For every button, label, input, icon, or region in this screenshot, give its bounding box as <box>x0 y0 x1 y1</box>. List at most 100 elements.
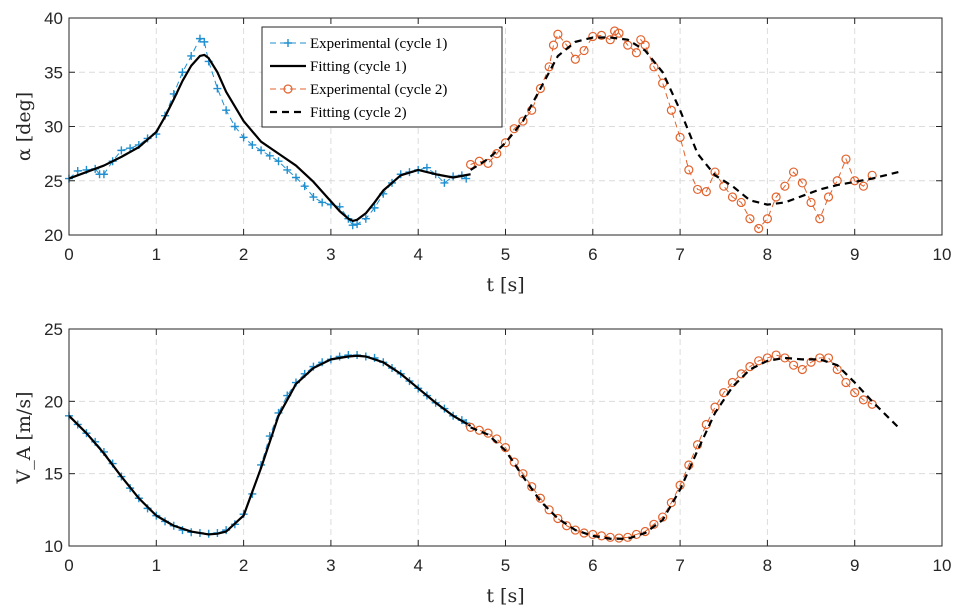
data-point <box>719 181 729 191</box>
legend-item: Experimental (cycle 2) <box>270 82 447 98</box>
data-point <box>195 34 204 43</box>
data-point <box>579 45 589 56</box>
data-point <box>465 159 476 170</box>
x-tick-label: 3 <box>326 245 335 264</box>
data-point <box>858 181 869 191</box>
data-point <box>701 187 711 197</box>
data-point <box>797 364 807 375</box>
data-point <box>535 83 546 94</box>
data-point <box>535 493 546 503</box>
data-point <box>806 357 816 367</box>
data-point <box>771 192 781 202</box>
x-tick-label: 1 <box>152 556 161 575</box>
series-line <box>469 36 899 206</box>
data-point <box>666 498 676 508</box>
panel-alpha: 0 1 2 3 4 5 6 7 8 9 10 20 25 30 35 40 t [s] α [deg] <box>13 9 951 296</box>
data-point <box>640 40 650 50</box>
data-point <box>631 48 642 58</box>
data-point <box>553 29 563 39</box>
data-point <box>509 457 519 467</box>
data-point <box>344 351 353 360</box>
data-point <box>596 30 607 40</box>
legend-label: Fitting (cycle 1) <box>310 59 407 75</box>
data-point <box>500 138 511 148</box>
data-point <box>370 203 379 212</box>
x-tick-label: 0 <box>64 245 73 264</box>
data-point <box>73 166 82 175</box>
data-point <box>200 37 209 46</box>
y-tick-label: 30 <box>44 118 63 137</box>
data-point <box>213 84 222 93</box>
legend-item: Fitting (cycle 1) <box>270 59 407 75</box>
x-tick-label: 5 <box>501 245 510 264</box>
data-point <box>440 178 449 187</box>
y-tick-label: 25 <box>44 172 63 191</box>
data-point <box>623 40 633 50</box>
x-tick-label: 0 <box>64 556 73 575</box>
legend-item: Experimental (cycle 1) <box>270 36 447 52</box>
x-tick-label: 7 <box>675 556 684 575</box>
series-fitting-cycle-2 <box>469 36 899 206</box>
data-point <box>570 54 580 64</box>
data-point <box>815 214 825 224</box>
x-tick-label: 10 <box>933 556 952 575</box>
data-point <box>797 178 807 188</box>
x-tick-label: 4 <box>413 245 422 264</box>
y-tick-label: 20 <box>44 392 63 411</box>
data-point <box>222 106 231 115</box>
x-tick-label: 2 <box>239 556 248 575</box>
data-point <box>858 395 869 405</box>
legend: Experimental (cycle 1) Fitting (cycle 1) E… <box>261 26 503 128</box>
data-point <box>588 529 598 540</box>
data-point <box>361 214 370 223</box>
series-fitting-cycle-2 <box>470 356 900 540</box>
x-tick-label: 8 <box>763 556 772 575</box>
legend-item: Fitting (cycle 2) <box>270 105 407 121</box>
data-point <box>745 214 755 224</box>
data-point <box>780 181 790 191</box>
x-axis-label: t [s] <box>486 274 524 296</box>
data-point <box>265 151 274 160</box>
data-point <box>823 192 834 202</box>
legend-label: Experimental (cycle 2) <box>310 82 447 98</box>
data-point <box>283 165 292 174</box>
data-point <box>614 28 624 38</box>
data-point <box>230 122 239 131</box>
series-line <box>68 354 472 536</box>
data-point <box>640 526 650 537</box>
data-point <box>291 173 300 182</box>
data-point <box>666 105 676 115</box>
series-fitting-cycle-1 <box>68 354 472 536</box>
data-point <box>178 68 187 77</box>
data-point <box>788 167 799 177</box>
data-point <box>257 146 266 155</box>
data-point <box>823 353 834 363</box>
data-point <box>684 165 694 175</box>
data-point <box>348 221 357 230</box>
legend-label: Experimental (cycle 1) <box>310 36 447 52</box>
data-point <box>465 422 476 432</box>
data-point <box>675 132 685 142</box>
y-tick-label: 15 <box>44 465 63 484</box>
data-point <box>806 197 816 208</box>
x-axis-label: t [s] <box>486 585 524 605</box>
data-point <box>117 146 126 155</box>
data-point <box>422 163 431 172</box>
x-tick-label: 7 <box>675 245 684 264</box>
x-tick-label: 8 <box>763 245 772 264</box>
data-point <box>274 157 283 166</box>
data-point <box>483 158 493 168</box>
data-point <box>610 26 620 36</box>
data-point <box>841 154 851 164</box>
data-point <box>99 170 108 179</box>
y-axis-label: α [deg] <box>13 92 35 161</box>
legend-box <box>261 26 503 128</box>
data-point <box>588 31 598 42</box>
y-tick-label: 10 <box>44 537 63 556</box>
data-point <box>187 51 196 60</box>
data-point <box>300 182 309 191</box>
legend-label: Fitting (cycle 2) <box>310 105 407 121</box>
data-point <box>692 440 703 450</box>
data-point <box>579 528 589 538</box>
